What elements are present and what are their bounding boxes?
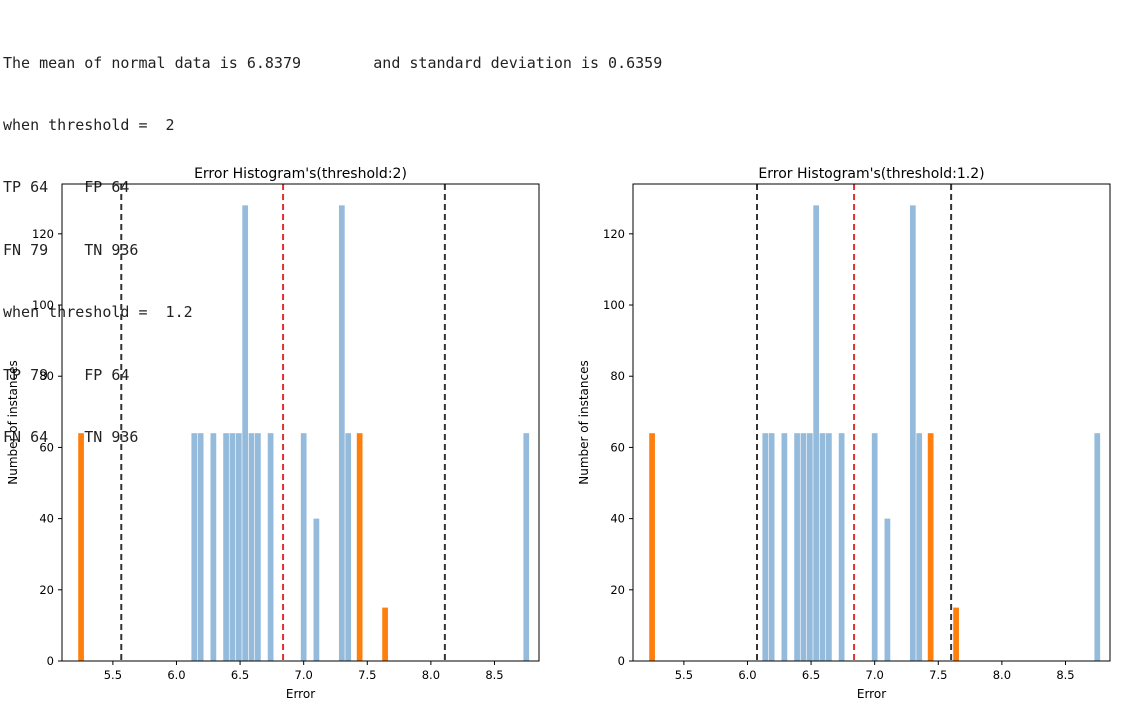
- normal-bar: [210, 433, 217, 661]
- y-tick-label: 20: [39, 583, 54, 597]
- x-axis-label: Error: [857, 687, 886, 701]
- normal-bar: [300, 433, 307, 661]
- y-tick-label: 40: [610, 512, 625, 526]
- y-axis-label: Number of instances: [577, 360, 591, 485]
- y-tick-label: 120: [32, 227, 54, 241]
- anomaly-bar: [382, 607, 388, 661]
- x-tick-label: 8.0: [422, 668, 440, 682]
- x-tick-label: 6.5: [231, 668, 249, 682]
- y-tick-label: 0: [47, 654, 54, 668]
- x-tick-label: 8.0: [993, 668, 1011, 682]
- normal-bar: [819, 433, 826, 661]
- normal-bar: [191, 433, 198, 661]
- console-line: when threshold = 2: [3, 115, 175, 134]
- y-tick-label: 20: [610, 583, 625, 597]
- normal-bar: [523, 433, 530, 661]
- x-tick-label: 5.5: [675, 668, 693, 682]
- normal-bar: [338, 205, 345, 661]
- normal-bar: [794, 433, 800, 661]
- normal-bar: [806, 433, 813, 661]
- normal-bar: [909, 205, 916, 661]
- normal-bar: [235, 433, 242, 661]
- x-tick-label: 8.5: [1056, 668, 1074, 682]
- console-line: The mean of normal data is 6.8379 and st…: [3, 53, 663, 72]
- normal-bar: [871, 433, 878, 661]
- y-axis-label: Number of instances: [6, 360, 20, 485]
- anomaly-bar: [356, 433, 363, 661]
- normal-bar: [916, 433, 923, 661]
- console-line: TP 64 FP 64: [3, 178, 130, 197]
- normal-bar: [313, 518, 320, 661]
- y-tick-label: 40: [39, 512, 54, 526]
- y-tick-label: 120: [603, 227, 625, 241]
- normal-bar: [781, 433, 788, 661]
- x-tick-label: 7.5: [358, 668, 376, 682]
- x-tick-label: 6.5: [802, 668, 820, 682]
- console-line: when threshold = 1.2: [3, 303, 193, 322]
- normal-bar: [762, 433, 769, 661]
- y-tick-label: 0: [618, 654, 625, 668]
- x-tick-label: 5.5: [104, 668, 122, 682]
- x-tick-label: 6.0: [167, 668, 185, 682]
- y-tick-label: 60: [39, 440, 54, 454]
- y-tick-label: 100: [603, 298, 625, 312]
- y-tick-label: 60: [610, 440, 625, 454]
- normal-bar: [826, 433, 832, 661]
- normal-bar: [838, 433, 845, 661]
- normal-bar: [267, 433, 274, 661]
- axes-frame: [61, 183, 540, 662]
- x-tick-label: 7.0: [295, 668, 313, 682]
- normal-bar: [255, 433, 261, 661]
- y-tick-label: 100: [32, 298, 54, 312]
- normal-bar: [800, 433, 807, 661]
- chart-title: Error Histogram's(threshold:2): [194, 166, 407, 182]
- anomaly-bar: [78, 433, 84, 661]
- normal-bar: [197, 433, 204, 661]
- x-tick-label: 8.5: [485, 668, 503, 682]
- normal-bar: [813, 205, 820, 661]
- normal-bar: [884, 518, 891, 661]
- x-tick-label: 6.0: [738, 668, 756, 682]
- console-line: FN 64 TN 936: [3, 427, 139, 446]
- chart-title: Error Histogram's(threshold:1.2): [758, 166, 984, 182]
- normal-bar: [345, 433, 352, 661]
- y-tick-label: 80: [610, 369, 625, 383]
- y-tick-label: 80: [39, 369, 54, 383]
- normal-bar: [229, 433, 236, 661]
- anomaly-bar: [649, 433, 655, 661]
- normal-bar: [768, 433, 775, 661]
- axes-frame: [632, 183, 1111, 662]
- normal-bar: [248, 433, 255, 661]
- console-output: The mean of normal data is 6.8379 and st…: [3, 11, 662, 469]
- normal-bar: [242, 205, 249, 661]
- normal-bar: [1094, 433, 1101, 661]
- anomaly-bar: [953, 607, 959, 661]
- x-tick-label: 7.5: [929, 668, 947, 682]
- anomaly-bar: [927, 433, 934, 661]
- x-axis-label: Error: [286, 687, 315, 701]
- normal-bar: [223, 433, 229, 661]
- console-line: FN 79 TN 936: [3, 240, 139, 259]
- x-tick-label: 7.0: [866, 668, 884, 682]
